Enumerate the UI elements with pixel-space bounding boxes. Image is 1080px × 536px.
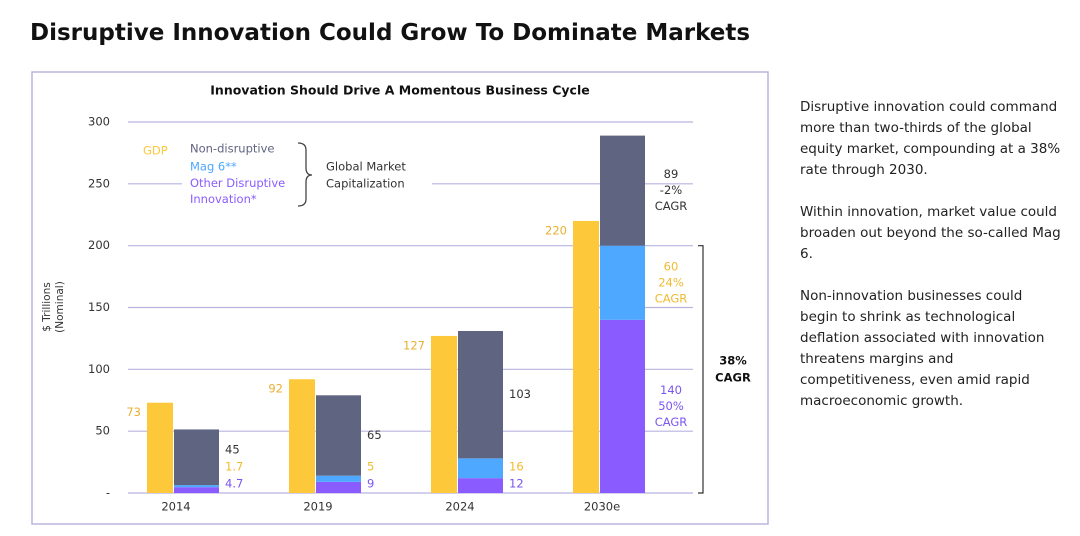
cagr-label: 24% — [658, 275, 684, 289]
gdp-bar — [573, 220, 599, 493]
y-tick-label: 50 — [95, 424, 110, 438]
data-label: 60 — [664, 259, 679, 273]
x-tick-label: 2024 — [445, 500, 474, 514]
data-label: 92 — [268, 382, 283, 396]
data-label: 89 — [664, 167, 679, 181]
data-label: 1.7 — [225, 460, 243, 474]
legend-entry: Other Disruptive Innovation* — [190, 176, 289, 206]
total-cagr-label: CAGR — [715, 371, 751, 385]
cagr-label: 50% — [658, 399, 684, 413]
bracket-label: Capitalization — [326, 177, 405, 191]
y-tick-label: 100 — [88, 362, 110, 376]
market-cap-segment — [316, 395, 361, 476]
chart-frame — [31, 71, 769, 525]
data-label: 220 — [545, 223, 567, 237]
y-tick-label: 300 — [88, 115, 110, 129]
paragraph: Non-innovation businesses could begin to… — [800, 288, 1045, 409]
cagr-label: CAGR — [655, 415, 688, 429]
market-cap-segment — [600, 135, 645, 246]
paragraph: Within innovation, market value could br… — [800, 204, 1061, 262]
y-axis-label: (Nominal) — [54, 281, 66, 333]
legend-brace — [297, 142, 313, 207]
y-tick-label: 250 — [88, 176, 110, 190]
legend-entry: GDP — [143, 144, 168, 158]
data-label: 4.7 — [225, 477, 243, 491]
bracket-label: Global Market — [326, 160, 406, 174]
data-label: 45 — [225, 443, 240, 457]
y-tick-label: - — [106, 486, 110, 500]
sidebar: Disruptive innovation could command more… — [800, 97, 1062, 433]
total-cagr-label: 38% — [719, 354, 747, 368]
x-tick-label: 2019 — [303, 500, 332, 514]
market-cap-segment — [458, 330, 503, 459]
legend-entry: Non-disruptive — [190, 142, 274, 156]
market-cap-segment — [316, 481, 361, 493]
gdp-bar — [289, 379, 315, 493]
data-label: 73 — [126, 405, 141, 419]
market-cap-segment — [174, 487, 219, 493]
legend-background — [182, 138, 432, 210]
chart: Innovation Should Drive A Momentous Busi… — [31, 71, 769, 525]
y-axis-label: $ Trillions — [41, 282, 53, 331]
data-label: 65 — [367, 428, 382, 442]
legend-entry: Mag 6** — [190, 160, 237, 174]
market-cap-segment — [458, 478, 503, 493]
cagr-label: CAGR — [655, 199, 688, 213]
data-label: 5 — [367, 460, 374, 474]
data-label: 127 — [403, 338, 425, 352]
cagr-label: CAGR — [655, 291, 688, 305]
x-tick-label: 2014 — [161, 500, 190, 514]
total-bracket — [698, 245, 704, 494]
chart-title: Innovation Should Drive A Momentous Busi… — [210, 83, 589, 98]
legend-line: Innovation* — [190, 192, 257, 206]
market-cap-segment — [458, 458, 503, 479]
market-cap-segment — [600, 319, 645, 493]
data-label: 12 — [509, 477, 524, 491]
data-label: 9 — [367, 477, 374, 491]
data-label: 16 — [509, 460, 524, 474]
market-cap-segment — [316, 475, 361, 482]
gdp-bar — [147, 402, 173, 493]
market-cap-segment — [174, 485, 219, 488]
gdp-bar — [431, 335, 457, 493]
legend-line: Other Disruptive — [190, 176, 289, 190]
x-tick-label: 2030e — [584, 500, 620, 514]
cagr-label: -2% — [660, 183, 682, 197]
y-tick-label: 200 — [88, 238, 110, 252]
market-cap-segment — [174, 429, 219, 486]
y-tick-label: 150 — [88, 300, 110, 314]
data-label: 140 — [660, 383, 682, 397]
paragraph: Disruptive innovation could command more… — [800, 99, 1061, 178]
page-title: Disruptive Innovation Could Grow To Domi… — [30, 20, 751, 46]
market-cap-segment — [600, 245, 645, 320]
data-label: 103 — [509, 387, 531, 401]
